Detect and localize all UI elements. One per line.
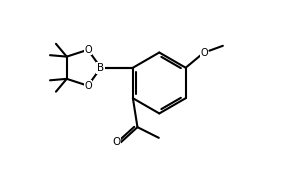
Text: O: O [84,81,92,91]
Text: O: O [84,45,92,55]
Text: O: O [200,47,208,57]
Text: O: O [113,137,121,147]
Text: B: B [97,63,104,73]
